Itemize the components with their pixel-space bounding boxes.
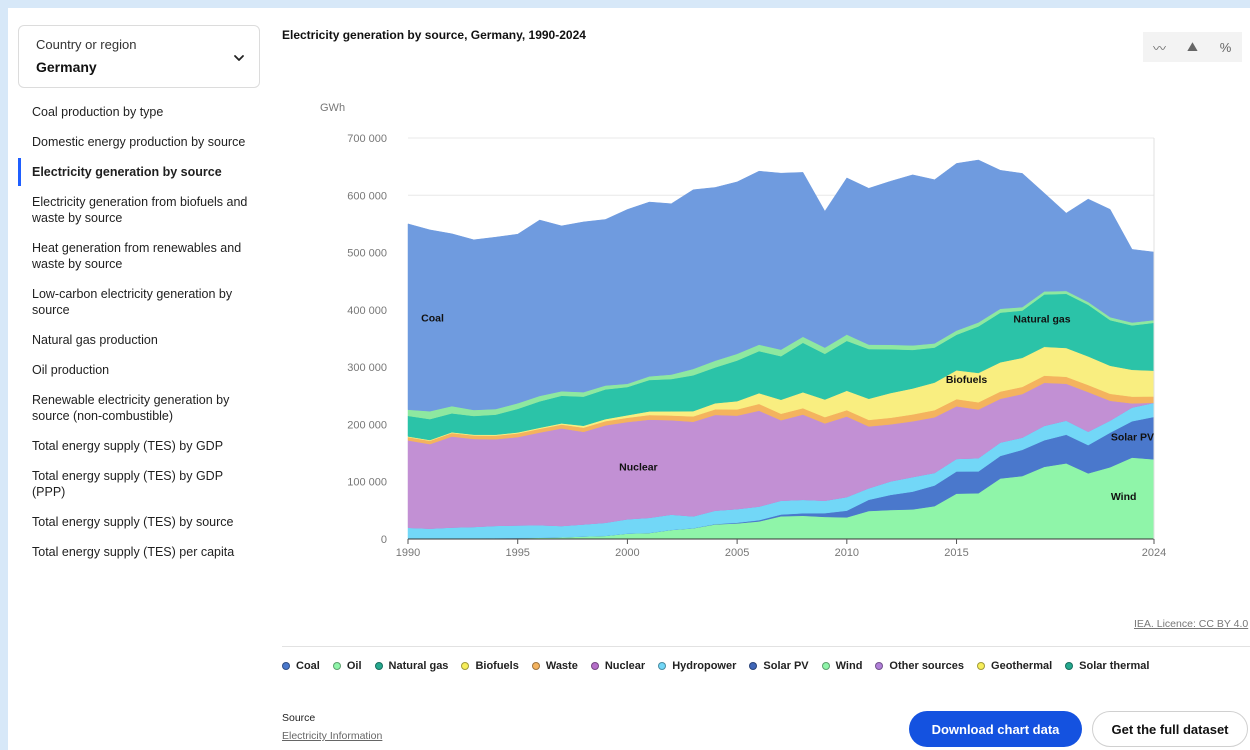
- area-series-natural-gas: [407, 293, 1155, 441]
- legend-item[interactable]: Natural gas: [374, 660, 449, 672]
- series-annotation: Solar PV: [1111, 431, 1154, 443]
- series-annotation: Nuclear: [619, 461, 658, 473]
- legend-label: Hydropower: [672, 660, 737, 672]
- legend-item[interactable]: Nuclear: [590, 660, 646, 672]
- sidebar-item[interactable]: Natural gas production: [32, 333, 158, 347]
- legend-label: Biofuels: [475, 660, 519, 672]
- x-tick-label: 2000: [615, 547, 639, 559]
- legend-label: Nuclear: [604, 660, 646, 672]
- country-select-value: Germany: [36, 59, 97, 75]
- y-tick-label: 200 000: [347, 419, 387, 431]
- series-annotation: Wind: [1111, 491, 1137, 503]
- area-series-biofuels: [407, 346, 1155, 442]
- legend-label: Waste: [545, 660, 578, 672]
- sidebar-item[interactable]: Total energy supply (TES) per capita: [32, 545, 235, 559]
- legend-item[interactable]: Solar PV: [749, 660, 809, 672]
- x-tick-label: 2005: [725, 547, 749, 559]
- legend-label: Oil: [346, 660, 362, 672]
- legend-item[interactable]: Waste: [531, 660, 578, 672]
- legend-label: Other sources: [889, 660, 965, 672]
- sidebar-item[interactable]: Domestic energy production by source: [32, 135, 246, 149]
- sidebar-item[interactable]: Electricity generation by source: [8, 158, 268, 186]
- legend-item[interactable]: Other sources: [875, 660, 964, 672]
- legend-label: Geothermal: [991, 660, 1053, 672]
- legend-item[interactable]: Biofuels: [461, 660, 519, 672]
- download-chart-data-button[interactable]: Download chart data: [909, 711, 1082, 747]
- legend-dot-icon: [977, 662, 986, 670]
- legend-item[interactable]: Geothermal: [977, 660, 1052, 672]
- legend-dot-icon: [658, 662, 667, 670]
- sidebar-item[interactable]: Low-carbon electricity generation by sou…: [32, 287, 233, 317]
- x-tick-label: 2024: [1142, 547, 1166, 559]
- page: Country or region Germany Coal productio…: [8, 8, 1250, 750]
- series-annotation: Coal: [421, 312, 444, 324]
- legend-item[interactable]: Hydropower: [658, 660, 736, 672]
- sidebar-item[interactable]: Oil production: [32, 363, 110, 377]
- sidebar-item[interactable]: Total energy supply (TES) by GDP (PPP): [32, 469, 223, 499]
- y-tick-label: 0: [381, 534, 387, 546]
- country-select[interactable]: Country or region Germany: [18, 25, 260, 88]
- legend-item[interactable]: Solar thermal: [1065, 660, 1149, 672]
- sidebar-item[interactable]: Coal production by type: [32, 105, 164, 119]
- legend-dot-icon: [531, 662, 540, 670]
- area-series-solar-pv: [408, 416, 1155, 540]
- legend-item[interactable]: Coal: [282, 660, 320, 672]
- divider: [282, 646, 1250, 647]
- area-series-waste: [407, 375, 1155, 445]
- x-tick-label: 2010: [835, 547, 859, 559]
- source-link[interactable]: Electricity Information: [282, 730, 383, 742]
- legend-dot-icon: [332, 662, 341, 670]
- legend-dot-icon: [821, 662, 830, 670]
- legend-dot-icon: [461, 662, 470, 670]
- legend-label: Solar PV: [763, 660, 809, 672]
- legend-dot-icon: [749, 662, 758, 670]
- y-tick-label: 100 000: [347, 477, 387, 489]
- legend-dot-icon: [590, 662, 599, 670]
- sidebar-item[interactable]: Heat generation from renewables and wast…: [32, 241, 242, 271]
- chart-title: Electricity generation by source, German…: [282, 28, 586, 42]
- y-tick-label: 500 000: [347, 248, 387, 260]
- y-tick-label: 300 000: [347, 362, 387, 374]
- sidebar-item[interactable]: Total energy supply (TES) by source: [32, 515, 234, 529]
- legend-dot-icon: [374, 662, 383, 670]
- x-tick-label: 1990: [396, 547, 420, 559]
- area-series-hydropower: [407, 402, 1155, 540]
- legend-dot-icon: [875, 662, 884, 670]
- legend-label: Coal: [296, 660, 320, 672]
- series-annotation: Biofuels: [946, 374, 988, 386]
- legend-item[interactable]: Oil: [332, 660, 362, 672]
- percent-icon[interactable]: %: [1219, 39, 1232, 55]
- chart-type-toolbar: 〰 ⛰%: [1143, 32, 1242, 62]
- area-series-coal: [407, 159, 1155, 412]
- area-series-other-sources: [407, 402, 1155, 529]
- legend-dot-icon: [1065, 662, 1074, 670]
- y-axis-label: GWh: [320, 102, 345, 114]
- x-tick-label: 1995: [505, 547, 529, 559]
- licence-link[interactable]: IEA. Licence: CC BY 4.0: [1134, 618, 1249, 630]
- y-tick-label: 400 000: [347, 305, 387, 317]
- sidebar-item[interactable]: Electricity generation from biofuels and…: [32, 195, 248, 225]
- country-select-label: Country or region: [36, 37, 137, 52]
- sidebar-item[interactable]: Renewable electricity generation by sour…: [32, 393, 230, 423]
- x-tick-label: 2015: [944, 547, 968, 559]
- legend-label: Wind: [835, 660, 863, 672]
- line-chart-icon[interactable]: 〰: [1152, 40, 1166, 56]
- series-annotation: Natural gas: [1013, 313, 1070, 325]
- get-full-dataset-button[interactable]: Get the full dataset: [1092, 711, 1248, 747]
- area-series-oil: [407, 290, 1155, 420]
- legend-label: Natural gas: [388, 660, 449, 672]
- legend-item[interactable]: Wind: [821, 660, 863, 672]
- legend-dot-icon: [282, 662, 290, 670]
- chart-legend: Coal Oil Natural gas Biofuels Waste Nuclear Hy…: [282, 660, 1162, 672]
- area-chart-icon[interactable]: ⛰: [1187, 39, 1198, 54]
- legend-label: Solar thermal: [1079, 660, 1150, 672]
- y-tick-label: 700 000: [347, 133, 387, 145]
- sidebar-nav: Coal production by type Domestic energy p…: [8, 104, 268, 574]
- chevron-down-icon: [234, 55, 244, 61]
- sidebar-item[interactable]: Total energy supply (TES) by GDP: [32, 439, 224, 453]
- source-label: Source: [282, 712, 316, 724]
- y-tick-label: 600 000: [347, 190, 387, 202]
- area-series-nuclear: [407, 382, 1155, 529]
- area-series-wind: [408, 457, 1155, 540]
